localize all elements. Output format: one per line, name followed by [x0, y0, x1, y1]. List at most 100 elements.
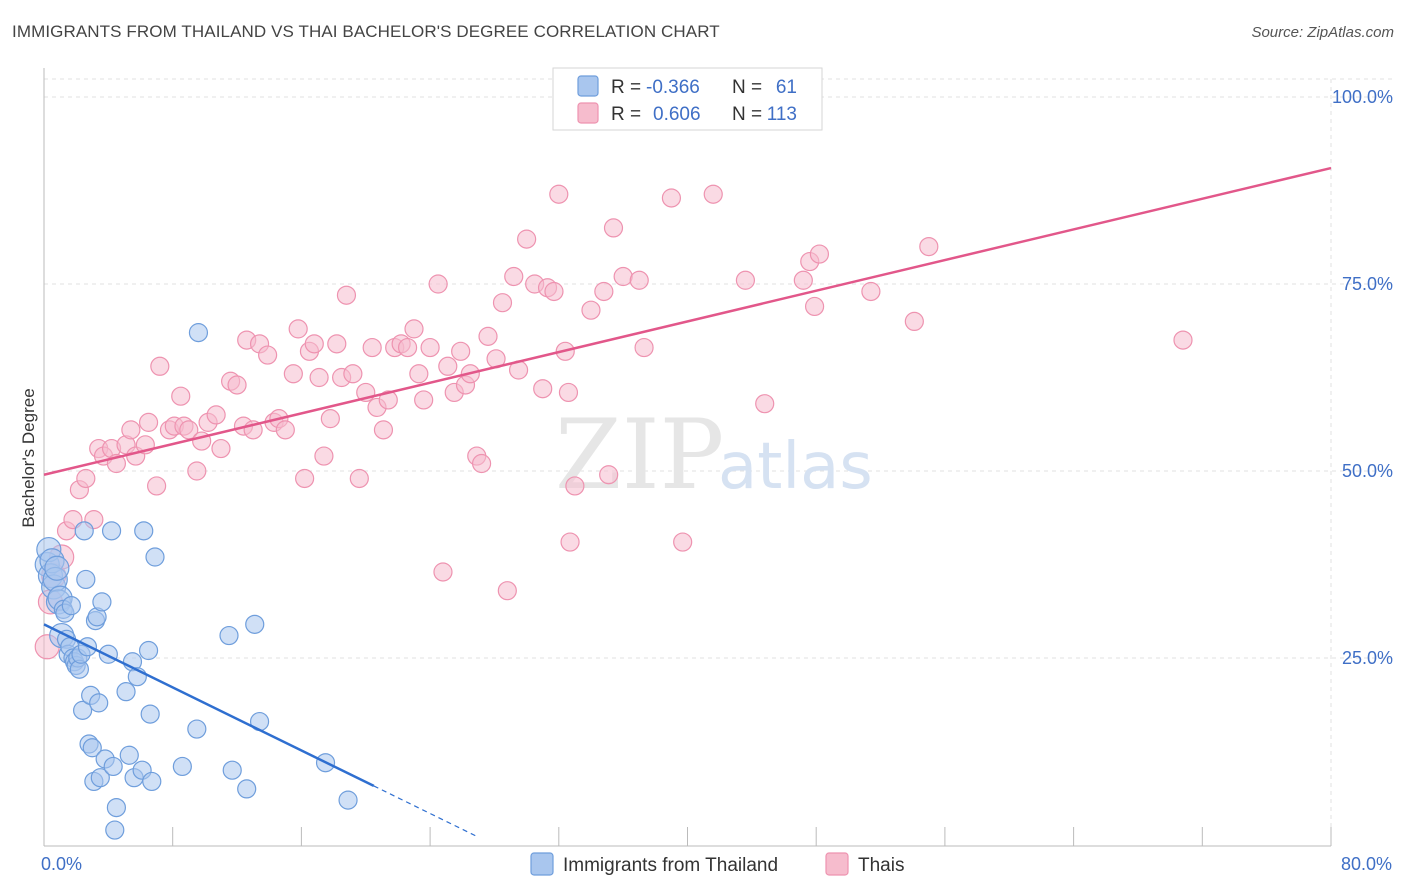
- thais-trend-line: [43, 166, 1332, 476]
- thais-point-97: [661, 188, 682, 208]
- thais-point-31: [227, 375, 247, 395]
- thailand-point-40: [105, 820, 125, 840]
- trend-lines: [43, 166, 1332, 838]
- thailand-point-52: [172, 756, 192, 777]
- thais-point-40: [283, 364, 303, 384]
- thais-point-82: [533, 379, 553, 399]
- thailand-point-23: [74, 521, 94, 541]
- thailand-point-32: [89, 693, 109, 713]
- legend-r-label-pink: R =: [611, 104, 641, 125]
- thailand-point-58: [245, 614, 265, 634]
- thailand-point-41: [116, 682, 136, 702]
- thais-point-89: [565, 476, 585, 496]
- thailand-point-56: [222, 760, 242, 780]
- thailand-trend-line: [43, 623, 375, 788]
- thailand-point-42: [119, 745, 139, 765]
- thais-point-93: [603, 218, 624, 238]
- thais-point-56: [373, 420, 394, 440]
- thailand-point-51: [145, 547, 165, 567]
- legend-swatch-pink: [577, 102, 599, 124]
- thailand-point-33: [90, 768, 110, 788]
- thais-point-96: [634, 337, 654, 358]
- legend-r-value-blue: -0.366: [646, 77, 700, 98]
- thailand-trend-extension: [373, 785, 479, 838]
- thailand-point-55: [219, 625, 239, 646]
- thailand-point-37: [101, 521, 122, 541]
- x-tick-label-min: 0.0%: [41, 854, 82, 874]
- thais-point-42: [295, 468, 315, 489]
- thais-point-90: [581, 300, 601, 320]
- thais-point-47: [320, 409, 340, 429]
- thais-point-64: [420, 337, 440, 358]
- thailand-point-28: [82, 738, 102, 758]
- thailand-point-34: [92, 592, 112, 612]
- thais-point-44: [304, 334, 324, 354]
- legend-n-value-pink: 113: [767, 104, 797, 125]
- thais-point-45: [309, 367, 329, 388]
- thais-point-63: [414, 390, 434, 410]
- thais-point-66: [433, 562, 453, 582]
- source-label: Source: ZipAtlas.com: [1251, 24, 1394, 41]
- watermark-atlas: atlas: [718, 430, 873, 504]
- thais-point-7: [76, 468, 96, 489]
- thais-point-80: [517, 229, 537, 249]
- thailand-point-22: [73, 700, 93, 720]
- y-tick-label-0: 25.0%: [1342, 648, 1393, 668]
- legend-r-label-blue: R =: [611, 77, 641, 98]
- thais-point-54: [362, 337, 382, 358]
- thailand-point-57: [237, 779, 257, 799]
- thais-point-76: [492, 293, 513, 313]
- thais-point-39: [275, 420, 295, 440]
- thais-point-73: [471, 453, 492, 474]
- thais-point-22: [171, 386, 191, 406]
- thais-point-85: [549, 184, 569, 204]
- thailand-point-50: [142, 771, 162, 792]
- thailand-point-53: [187, 719, 207, 739]
- thais-point-108: [919, 237, 939, 257]
- thailand-point-49: [140, 704, 160, 724]
- thais-point-14: [121, 420, 141, 440]
- bottom-legend-swatch-thailand: [530, 852, 554, 876]
- bottom-legend-label-thais: Thais: [858, 855, 904, 876]
- thais-point-61: [404, 319, 424, 339]
- thais-point-105: [809, 244, 830, 264]
- thais-point-48: [327, 334, 347, 354]
- thais-point-18: [147, 476, 167, 496]
- thais-point-41: [288, 319, 308, 339]
- thais-point-102: [793, 270, 813, 290]
- thailand-points: [34, 323, 358, 840]
- thais-point-52: [349, 468, 369, 489]
- thailand-point-15: [61, 596, 81, 616]
- legend-n-label-pink: N =: [732, 104, 762, 125]
- legend-n-label-blue: N =: [732, 77, 762, 98]
- thais-point-92: [599, 465, 619, 485]
- thais-point-91: [594, 281, 614, 302]
- thais-point-94: [613, 266, 633, 287]
- thailand-point-38: [103, 756, 123, 777]
- thais-point-51: [343, 364, 363, 384]
- chart-title: IMMIGRANTS FROM THAILAND VS THAI BACHELO…: [12, 22, 720, 41]
- thais-point-46: [314, 446, 334, 466]
- thailand-point-24: [76, 569, 96, 590]
- thailand-point-48: [138, 640, 159, 661]
- thais-point-60: [397, 337, 418, 358]
- y-tick-label-2: 75.0%: [1342, 274, 1393, 294]
- legend: R = -0.366 N = 61 R = 0.606 N = 113: [552, 67, 823, 131]
- thailand-point-47: [134, 521, 154, 541]
- thais-point-99: [703, 184, 723, 204]
- thais-point-28: [206, 405, 226, 425]
- thais-point-17: [138, 412, 159, 432]
- thais-points: [34, 184, 1193, 660]
- thais-point-69: [451, 341, 471, 361]
- thailand-point-61: [338, 790, 358, 810]
- thais-point-84: [544, 281, 564, 302]
- thais-point-67: [438, 356, 458, 376]
- thais-point-25: [187, 461, 207, 481]
- thais-point-19: [150, 356, 170, 376]
- thais-point-109: [1173, 330, 1193, 350]
- thais-point-50: [336, 285, 357, 305]
- thais-point-74: [478, 326, 498, 346]
- thailand-point-6: [44, 555, 70, 581]
- thais-point-95: [629, 270, 649, 290]
